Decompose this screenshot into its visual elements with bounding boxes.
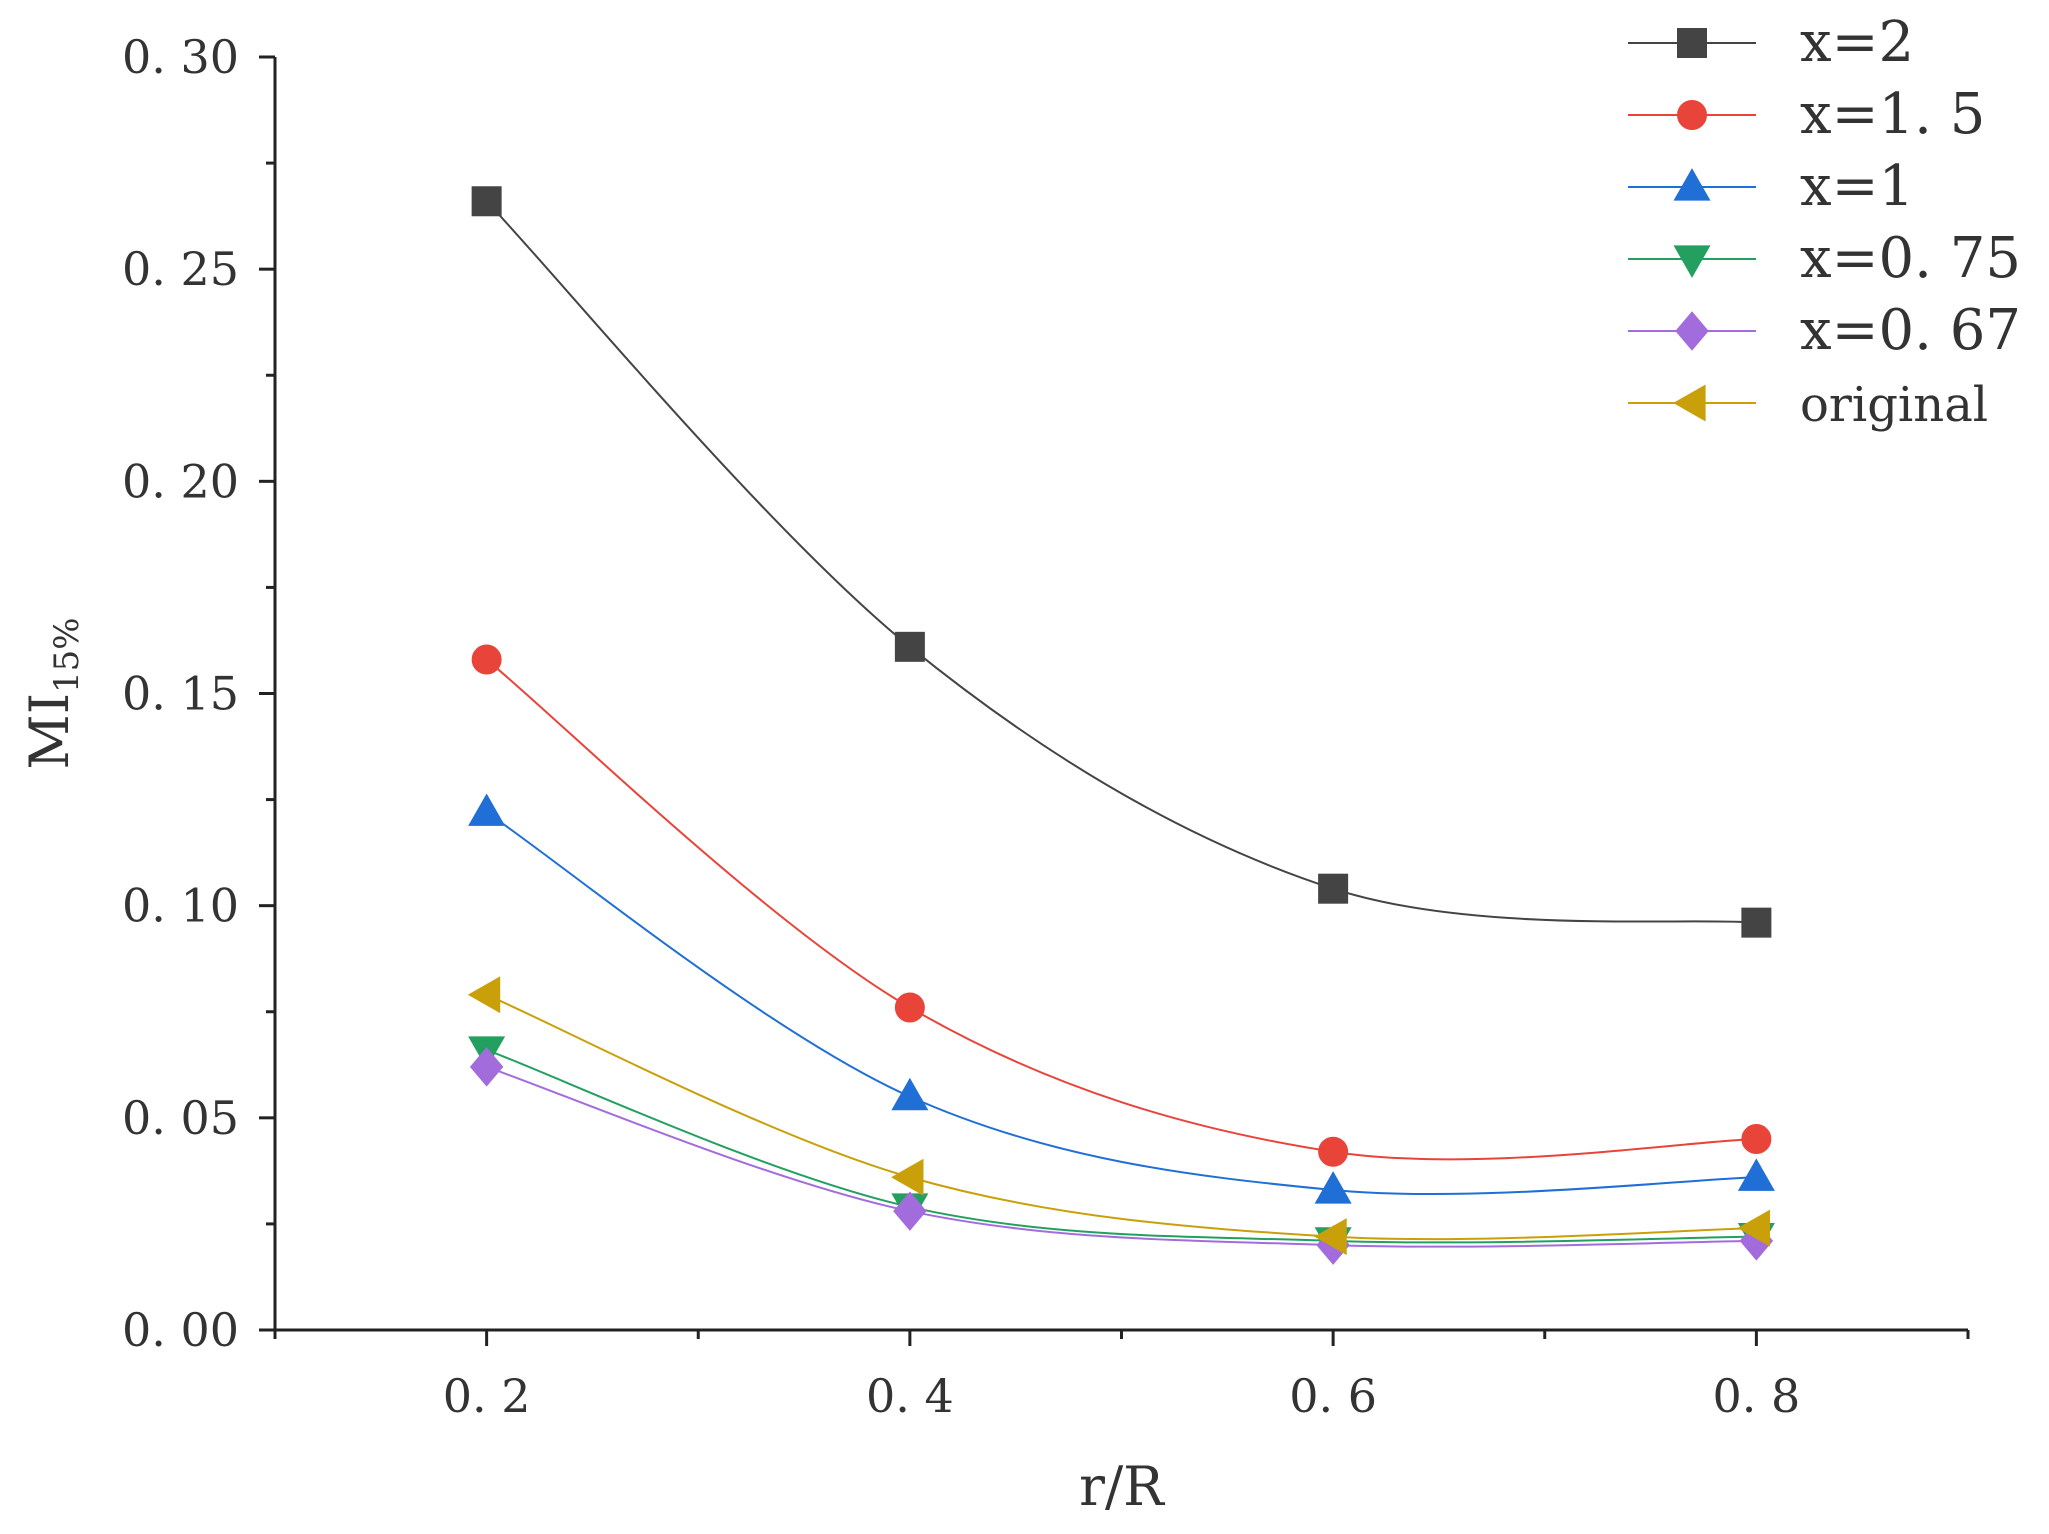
data-point bbox=[1737, 1209, 1770, 1247]
legend-marker bbox=[1673, 168, 1711, 201]
y-axis-title: MI15% bbox=[18, 617, 87, 769]
legend-label: x=0. 75 bbox=[1800, 226, 2021, 291]
legend-label: x=1 bbox=[1800, 154, 1914, 219]
series-0 bbox=[471, 186, 1772, 938]
data-point bbox=[467, 976, 501, 1014]
legend-item: original bbox=[1628, 377, 1988, 433]
series-3 bbox=[468, 1036, 1775, 1260]
data-point bbox=[894, 631, 925, 662]
legend-marker bbox=[1673, 384, 1706, 422]
y-tick-label: 0. 10 bbox=[122, 879, 239, 933]
y-tick-label: 0. 00 bbox=[122, 1303, 239, 1357]
series-group bbox=[467, 186, 1775, 1265]
series-5 bbox=[467, 976, 1770, 1256]
x-tick-label: 0. 2 bbox=[443, 1369, 531, 1423]
y-tick-label: 0. 20 bbox=[122, 454, 239, 508]
y-tick-label: 0. 15 bbox=[122, 667, 239, 721]
data-point bbox=[1318, 1136, 1349, 1167]
data-point bbox=[471, 186, 502, 217]
series-line bbox=[486, 1065, 1757, 1248]
x-tick-label: 0. 6 bbox=[1289, 1369, 1377, 1423]
data-point bbox=[1737, 1158, 1775, 1191]
data-point bbox=[891, 1158, 924, 1196]
data-point bbox=[1314, 1171, 1352, 1204]
series-line bbox=[486, 811, 1757, 1195]
x-axis-title: r/R bbox=[1079, 1455, 1165, 1518]
legend-marker bbox=[1677, 100, 1707, 130]
legend-item: x=0. 67 bbox=[1628, 298, 2021, 363]
x-tick-label: 0. 4 bbox=[866, 1369, 954, 1423]
data-point bbox=[893, 1191, 927, 1231]
series-1 bbox=[471, 644, 1772, 1167]
legend-item: x=1. 5 bbox=[1628, 82, 1985, 147]
data-point bbox=[1741, 1124, 1772, 1155]
legend-marker bbox=[1675, 311, 1709, 351]
legend: x=2 x=1. 5 x=1 x=0. 75 x=0. 67 original bbox=[1628, 10, 2021, 433]
series-4 bbox=[469, 1047, 1774, 1265]
y-axis-title-main: MI bbox=[18, 693, 81, 770]
series-line bbox=[486, 1049, 1757, 1244]
data-point bbox=[471, 644, 502, 675]
legend-label: x=1. 5 bbox=[1800, 82, 1985, 147]
data-point bbox=[468, 793, 506, 826]
data-point bbox=[1314, 1218, 1347, 1256]
series-line bbox=[485, 658, 1757, 1161]
legend-item: x=1 bbox=[1628, 154, 1914, 219]
y-tick-label: 0. 25 bbox=[122, 242, 239, 296]
axes: 0. 00 0. 05 0. 10 0. 15 0. 20 0. 25 0. 30 0. 2 0… bbox=[122, 30, 1970, 1423]
data-point bbox=[894, 992, 925, 1023]
legend-item: x=2 bbox=[1628, 10, 1914, 75]
series-line bbox=[486, 993, 1757, 1241]
data-point bbox=[469, 1047, 504, 1087]
x-tick-label: 0. 8 bbox=[1712, 1369, 1800, 1423]
y-tick-label: 0. 30 bbox=[122, 30, 239, 84]
series-2 bbox=[468, 793, 1775, 1204]
y-tick-label: 0. 05 bbox=[122, 1091, 239, 1145]
legend-marker bbox=[1677, 28, 1707, 58]
data-point bbox=[1318, 873, 1349, 904]
legend-label: original bbox=[1800, 377, 1988, 433]
data-point bbox=[1741, 907, 1772, 938]
y-axis-title-subscript: 15% bbox=[47, 617, 87, 693]
legend-label: x=2 bbox=[1800, 10, 1914, 75]
series-line bbox=[485, 200, 1757, 924]
legend-label: x=0. 67 bbox=[1800, 298, 2021, 363]
legend-item: x=0. 75 bbox=[1628, 226, 2021, 291]
legend-marker bbox=[1673, 245, 1711, 278]
data-point bbox=[891, 1077, 929, 1111]
